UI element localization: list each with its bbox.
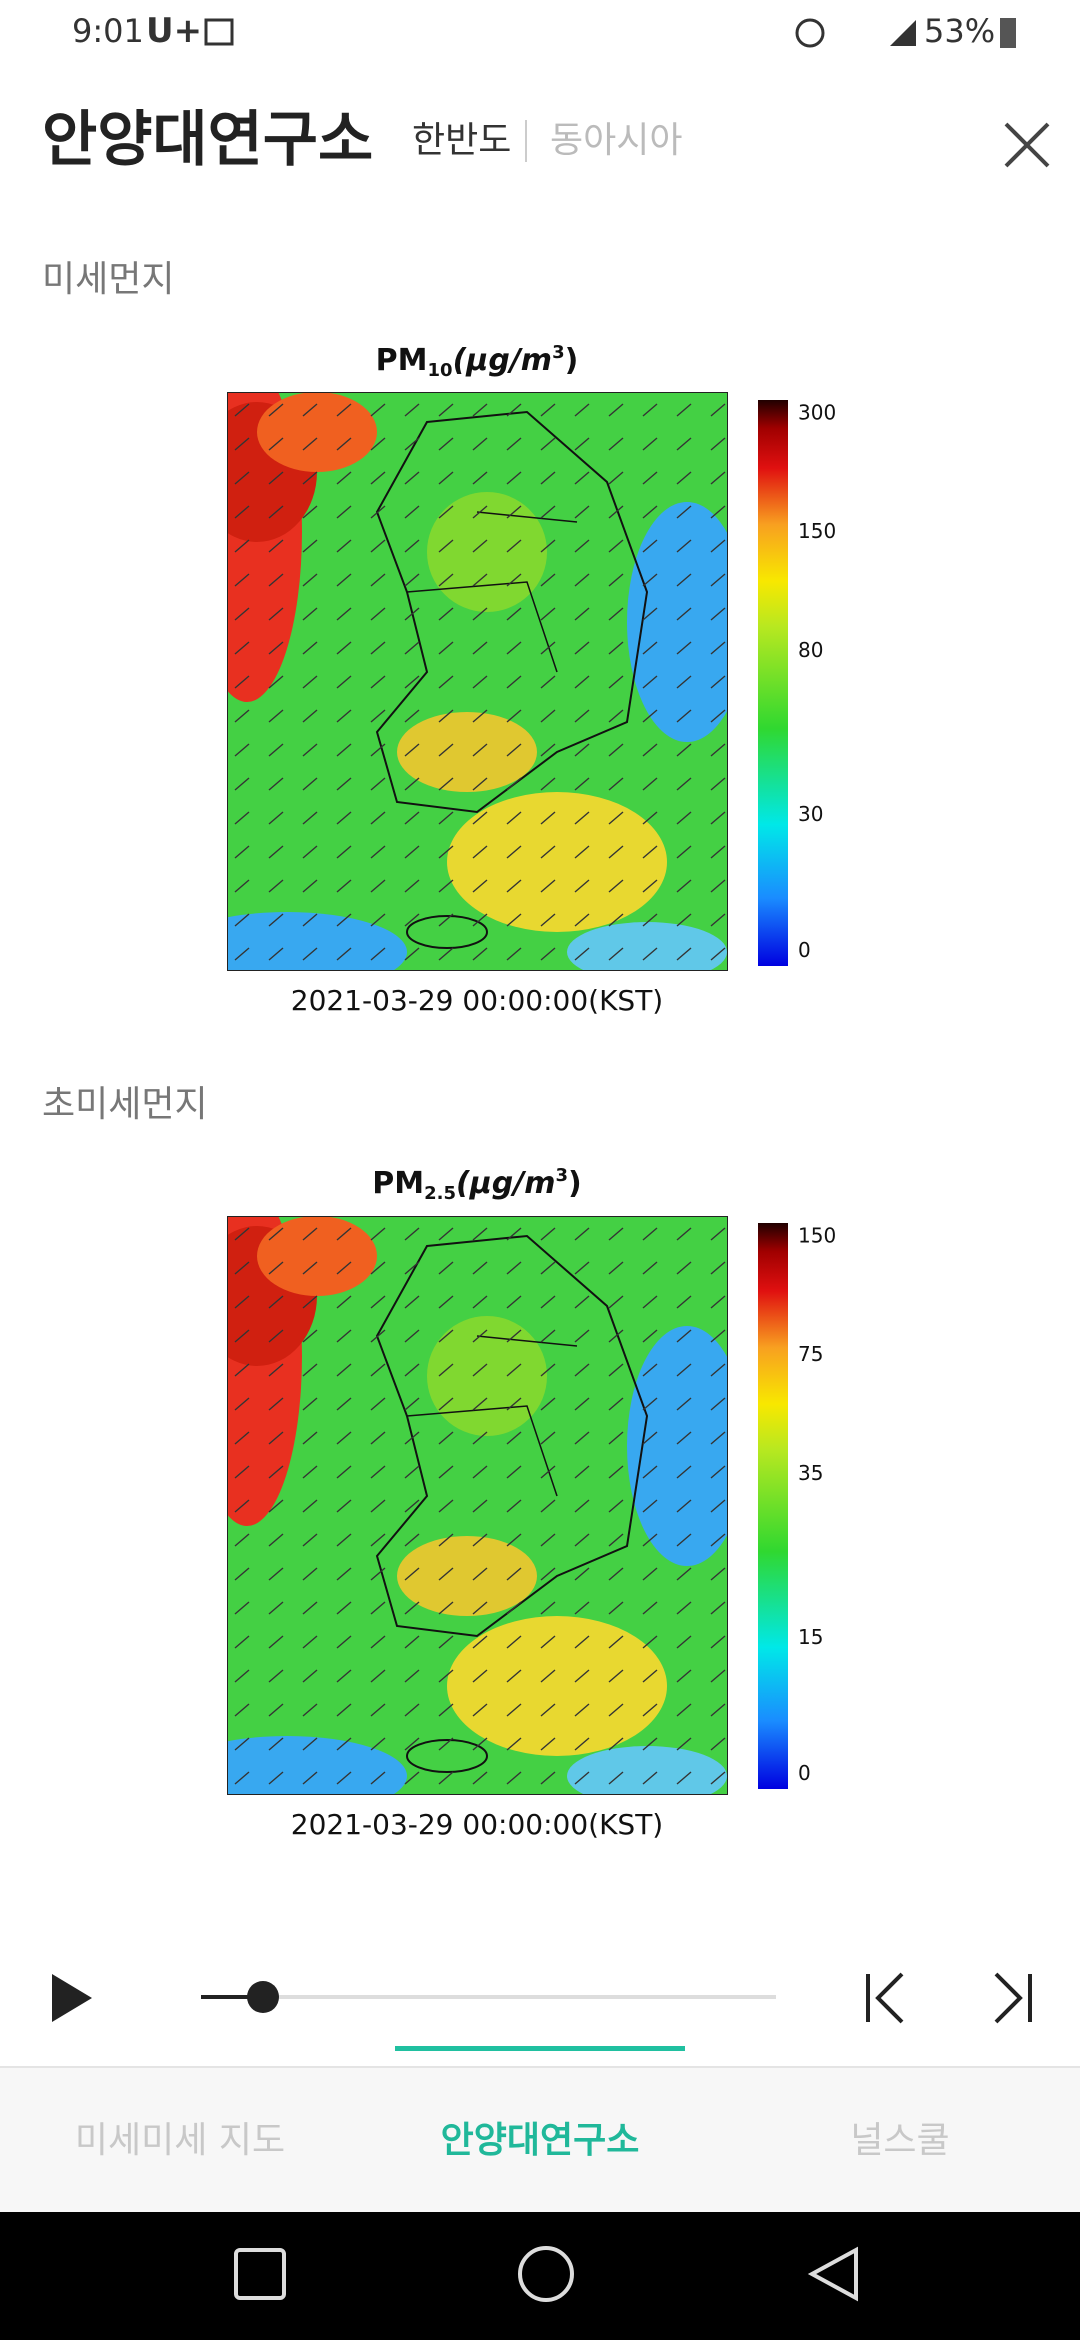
section-label: 미세먼지: [42, 259, 174, 300]
status-icon: [204, 18, 234, 46]
scale-label: 75: [798, 1342, 823, 1366]
next-button[interactable]: [994, 1972, 1032, 2024]
scale-label: 300: [798, 400, 836, 424]
status-battery: 53%: [924, 12, 995, 50]
scale-label: 0: [798, 938, 811, 962]
map-image: [167, 1186, 747, 1816]
signal-icon: [890, 20, 916, 46]
title-close: ): [568, 1166, 582, 1201]
map-timestamp: 2021-03-29 00:00:00(KST): [291, 1808, 663, 1841]
back-button[interactable]: [807, 2246, 858, 2302]
bottom-tab[interactable]: 미세미세 지도: [75, 2120, 285, 2161]
scale-label: 80: [798, 638, 823, 662]
recents-button[interactable]: [234, 2248, 286, 2300]
color-bar: [758, 400, 788, 966]
tab-bar: [0, 2067, 1080, 2212]
title-sup: 3: [552, 342, 565, 363]
scale-label: 0: [798, 1761, 811, 1785]
bottom-tab[interactable]: 안양대연구소: [441, 2120, 640, 2161]
scale-label: 35: [798, 1461, 823, 1485]
home-button[interactable]: [518, 2246, 574, 2302]
prev-button[interactable]: [866, 1972, 904, 2024]
title-sup: 3: [555, 1165, 568, 1186]
title-base: PM: [372, 1166, 424, 1201]
region-tab[interactable]: 동아시아: [550, 120, 682, 161]
scale-label: 30: [798, 802, 823, 826]
battery-icon: [1000, 18, 1016, 48]
close-button[interactable]: [1004, 122, 1050, 168]
title-base: PM: [376, 343, 428, 378]
map-title: PM2.5(μg/m3): [372, 1165, 581, 1204]
title-unit: (μg/m: [456, 1166, 555, 1201]
status-carrier: U+: [146, 11, 202, 51]
active-tab-indicator: [395, 2046, 685, 2051]
header-title: 안양대연구소: [42, 105, 373, 175]
title-close: ): [565, 343, 579, 378]
title-sub: 2.5: [424, 1183, 456, 1204]
map-image: [167, 362, 747, 992]
scale-label: 150: [798, 1223, 836, 1247]
scale-label: 150: [798, 519, 836, 543]
color-bar: [758, 1223, 788, 1789]
title-sub: 10: [428, 360, 453, 381]
status-time: 9:01: [72, 12, 144, 50]
nav-bar: [0, 2212, 1080, 2340]
title-unit: (μg/m: [453, 343, 552, 378]
section-label: 초미세먼지: [42, 1084, 208, 1125]
play-button[interactable]: [52, 1974, 92, 2022]
region-tab[interactable]: 한반도: [412, 120, 511, 161]
map-timestamp: 2021-03-29 00:00:00(KST): [291, 984, 663, 1017]
map-title: PM10(μg/m3): [376, 342, 579, 381]
bottom-tab[interactable]: 널스쿨: [850, 2120, 949, 2161]
slider-knob[interactable]: [247, 1981, 279, 2013]
alarm-icon: [795, 18, 825, 48]
scale-label: 15: [798, 1625, 823, 1649]
